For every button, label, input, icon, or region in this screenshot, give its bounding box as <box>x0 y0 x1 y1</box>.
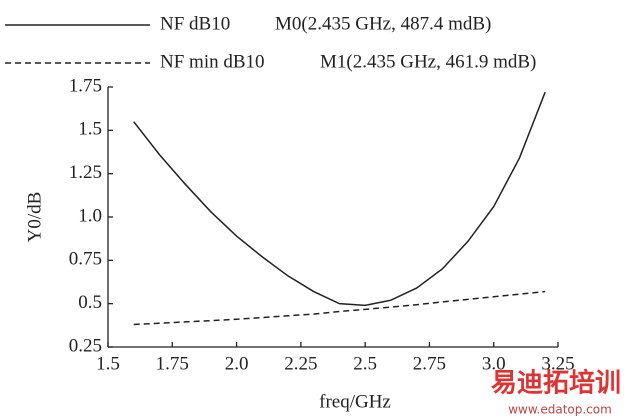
y-tick-label: 1.25 <box>69 162 102 183</box>
watermark-url: www.edatop.com <box>508 403 612 417</box>
x-tick-label: 1.75 <box>156 353 189 374</box>
x-tick-label: 3.25 <box>541 353 574 374</box>
watermark-title: 易迪拓培训 <box>491 369 621 399</box>
x-tick-label: 1.5 <box>96 353 120 374</box>
marker-annotation: M1(2.435 GHz, 461.9 mdB) <box>320 51 536 72</box>
y-tick-label: 1.5 <box>78 119 102 140</box>
marker-annotation: M0(2.435 GHz, 487.4 mdB) <box>275 13 491 34</box>
x-tick-label: 2.0 <box>225 353 249 374</box>
y-tick-label: 0.75 <box>69 249 102 270</box>
line-series <box>133 91 546 307</box>
x-tick-label: 2.25 <box>284 353 317 374</box>
line-series <box>133 290 546 326</box>
legend-label: NF min dB10 <box>160 51 265 72</box>
x-tick-label: 3.0 <box>482 353 506 374</box>
y-axis-label: Y0/dB <box>24 192 45 243</box>
y-tick-label: 0.25 <box>69 335 102 356</box>
x-axis-label: freq/GHz <box>319 391 391 412</box>
legend-label: NF dB10 <box>160 13 230 34</box>
y-tick-label: 1.75 <box>69 75 102 96</box>
y-tick-label: 0.5 <box>78 292 102 313</box>
x-tick-label: 2.75 <box>413 353 446 374</box>
x-tick-label: 2.5 <box>353 353 377 374</box>
y-tick-label: 1.0 <box>78 205 102 226</box>
